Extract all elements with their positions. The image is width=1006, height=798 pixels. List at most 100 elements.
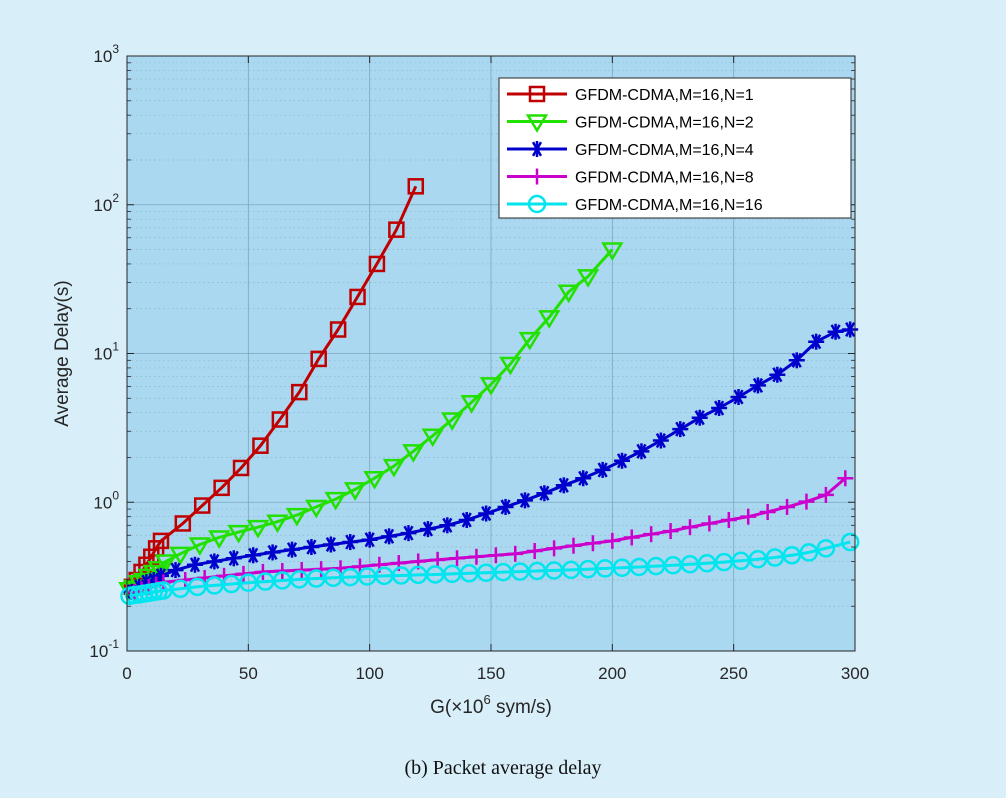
data-point	[468, 548, 485, 565]
data-point	[252, 437, 269, 454]
data-point	[516, 492, 533, 509]
data-point	[324, 491, 347, 511]
data-point	[808, 333, 825, 350]
data-point	[419, 521, 436, 538]
data-point	[154, 554, 178, 573]
data-point	[363, 470, 386, 490]
data-point	[264, 544, 281, 561]
data-point	[152, 532, 170, 550]
legend: GFDM-CDMA,M=16,N=1 GFDM-CDMA,M=16,N=2 GFDM…	[498, 77, 852, 219]
data-point	[329, 321, 347, 338]
data-point	[245, 547, 262, 564]
data-point	[460, 395, 483, 414]
legend-label: GFDM-CDMA,M=16,N=2	[575, 115, 754, 132]
data-point	[381, 528, 398, 545]
x-tick-label: 100	[355, 664, 383, 683]
data-point	[188, 537, 212, 556]
data-point	[691, 409, 708, 426]
data-point	[782, 546, 802, 565]
data-point	[601, 242, 624, 261]
series-5	[120, 532, 860, 606]
data-point	[421, 428, 444, 448]
data-point	[576, 269, 600, 288]
data-point	[643, 526, 660, 543]
x-tick-label: 0	[122, 664, 131, 683]
y-tick-label: 100	[93, 488, 119, 512]
data-point	[305, 499, 328, 519]
data-point	[208, 530, 231, 549]
data-point	[449, 550, 466, 567]
series-3	[123, 321, 859, 600]
data-point	[827, 323, 844, 340]
legend-label: GFDM-CDMA,M=16,N=4	[575, 142, 754, 159]
data-point	[284, 541, 301, 558]
data-point	[213, 479, 230, 497]
ticks: 0 50 100 150 200 250 300 10-1 100 101 102 103	[89, 42, 869, 683]
data-point	[388, 221, 405, 238]
data-point	[313, 561, 330, 578]
data-point	[400, 525, 417, 542]
legend-label: GFDM-CDMA,M=16,N=16	[575, 197, 763, 214]
data-point	[440, 412, 464, 431]
data-point	[798, 493, 815, 510]
data-point	[538, 310, 561, 329]
data-point	[555, 477, 572, 494]
y-tick-label: 103	[93, 42, 119, 66]
legend-entry: GFDM-CDMA,M=16,N=8	[507, 168, 754, 187]
data-point	[837, 470, 854, 487]
data-point	[525, 114, 549, 133]
data-point	[342, 534, 359, 551]
data-point	[749, 377, 766, 394]
series-4	[126, 470, 854, 600]
data-point	[546, 540, 563, 557]
legend-label: GFDM-CDMA,M=16,N=1	[575, 87, 754, 104]
data-point	[584, 535, 601, 552]
data-point	[740, 508, 757, 525]
data-point	[623, 529, 640, 546]
data-point	[322, 536, 339, 553]
data-point	[536, 485, 553, 502]
data-point	[720, 511, 737, 528]
data-point	[349, 288, 366, 306]
data-point	[526, 543, 543, 560]
data-point	[529, 168, 545, 185]
data-point	[407, 178, 425, 195]
data-point	[167, 562, 184, 579]
legend-entry: GFDM-CDMA,M=16,N=16	[507, 194, 763, 214]
data-point	[225, 550, 242, 567]
data-point	[499, 356, 522, 376]
data-point	[557, 284, 580, 304]
data-point	[528, 85, 546, 103]
data-point	[672, 421, 689, 438]
data-point	[769, 366, 786, 383]
data-point	[274, 562, 291, 579]
legend-entry: GFDM-CDMA,M=16,N=1	[507, 85, 754, 104]
data-point	[310, 350, 327, 368]
data-point	[765, 548, 785, 567]
data-point	[271, 411, 289, 428]
data-point	[788, 352, 805, 369]
data-point	[487, 547, 504, 564]
legend-label: GFDM-CDMA,M=16,N=8	[575, 170, 754, 187]
x-tick-label: 50	[239, 664, 258, 683]
data-point	[343, 482, 367, 501]
data-point	[652, 432, 669, 449]
data-point	[458, 511, 475, 528]
data-point	[169, 546, 192, 566]
data-point	[439, 517, 456, 534]
data-point	[575, 470, 592, 487]
x-tick-label: 300	[841, 664, 869, 683]
data-point	[429, 551, 446, 568]
data-point	[402, 444, 425, 463]
data-point	[681, 519, 698, 536]
data-point	[840, 532, 860, 552]
legend-entry: GFDM-CDMA,M=16,N=4	[507, 141, 754, 159]
data-point	[633, 443, 650, 460]
data-point	[518, 331, 542, 351]
axis-titles: G(×106 sym/s) Average Delay(s)	[52, 280, 552, 718]
data-point	[227, 524, 250, 544]
data-point	[186, 556, 203, 573]
data-point	[478, 505, 495, 522]
data-point	[246, 519, 270, 539]
